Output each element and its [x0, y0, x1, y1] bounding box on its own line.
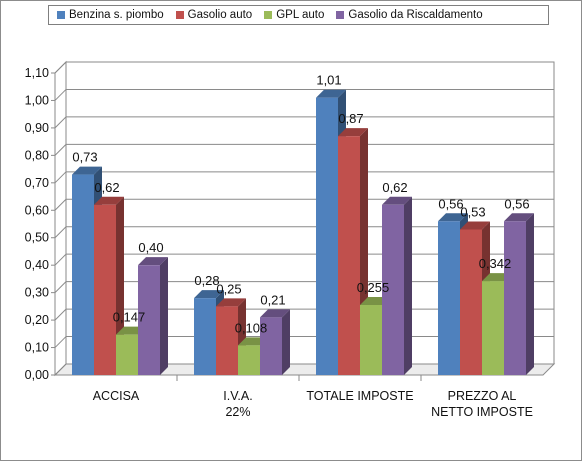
y-tick-label: 0,40	[25, 258, 49, 272]
y-tick-label: 0,90	[25, 121, 49, 135]
data-label: 0,255	[357, 280, 390, 295]
data-label: 0,73	[72, 150, 97, 165]
data-label: 0,56	[438, 196, 463, 211]
legend-label: Gasolio auto	[187, 9, 253, 21]
data-label: 0,25	[216, 281, 241, 296]
x-category-label: PREZZO AL	[448, 389, 517, 403]
data-label: 0,108	[235, 320, 268, 335]
bar	[116, 334, 138, 375]
data-label: 0,87	[338, 111, 363, 126]
bar-top	[72, 166, 102, 175]
plot-side-wall	[54, 60, 67, 377]
gridline-side	[54, 336, 67, 348]
gridline-side	[54, 281, 67, 293]
bar-top	[216, 298, 246, 307]
legend-item: Gasolio da Riscaldamento	[336, 9, 483, 21]
y-tick-label: 0,20	[25, 313, 49, 327]
y-tick-label: 0,50	[25, 231, 49, 245]
bar	[138, 265, 160, 375]
y-tick-label: 0,70	[25, 176, 49, 190]
bar-side	[404, 196, 412, 375]
x-category-label: TOTALE IMPOSTE	[306, 389, 413, 403]
y-tick-label: 1,10	[25, 66, 49, 80]
bar-side	[282, 309, 290, 375]
data-label: 0,40	[138, 240, 163, 255]
bar-top	[338, 128, 368, 137]
bar	[316, 97, 338, 375]
bar	[194, 298, 216, 375]
data-label: 0,62	[382, 180, 407, 195]
y-tick-label: 1,00	[25, 93, 49, 107]
gridline-side	[54, 144, 67, 156]
bar-top	[382, 196, 412, 205]
gridline-side	[54, 171, 67, 184]
legend-swatch	[57, 11, 65, 19]
data-label: 0,28	[194, 273, 219, 288]
legend-item: Gasolio auto	[175, 9, 253, 21]
legend-label: GPL auto	[276, 9, 325, 21]
bar-top	[94, 196, 124, 205]
bar	[360, 304, 382, 375]
chart-legend: Benzina s. piombo Gasolio auto GPL auto Gas…	[48, 5, 549, 25]
x-category-label: NETTO IMPOSTE	[431, 405, 533, 419]
gridline-side	[54, 198, 67, 211]
bar	[460, 229, 482, 375]
bar-top	[316, 89, 346, 98]
bar	[238, 345, 260, 375]
bar	[482, 281, 504, 375]
data-label: 0,62	[94, 180, 119, 195]
legend-item: GPL auto	[264, 9, 324, 21]
bar	[260, 317, 282, 375]
x-category-label: 22%	[225, 405, 250, 419]
data-label: 0,342	[479, 256, 512, 271]
y-tick-label: 0,80	[25, 148, 49, 162]
bar-top	[260, 309, 290, 318]
y-tick-label: 0,30	[25, 286, 49, 300]
legend-label: Gasolio da Riscaldamento	[348, 9, 483, 21]
bar	[216, 306, 238, 375]
bar-top	[504, 213, 534, 222]
bar	[338, 136, 360, 375]
bar	[438, 221, 460, 375]
gridline-side	[54, 226, 67, 239]
x-category-label: I.V.A.	[223, 389, 252, 403]
legend-swatch	[175, 11, 184, 19]
gridline-side	[54, 61, 67, 74]
gridline-side	[54, 116, 67, 129]
gridline-side	[54, 89, 67, 101]
y-tick-label: 0,60	[25, 203, 49, 217]
y-tick-label: 0,10	[25, 341, 49, 355]
data-label: 0,147	[113, 310, 146, 325]
data-label: 0,53	[460, 204, 485, 219]
gridline-side	[54, 253, 67, 266]
bar-side	[160, 257, 168, 375]
data-label: 0,21	[260, 292, 285, 307]
bar-side	[526, 213, 534, 375]
bar-top	[194, 290, 224, 299]
legend-label: Benzina s. piombo	[69, 9, 164, 21]
x-category-label: ACCISA	[93, 389, 140, 403]
gridline-side	[54, 363, 67, 376]
bar	[72, 174, 94, 375]
bar	[504, 221, 526, 375]
gridline-side	[54, 308, 67, 321]
bar-top	[460, 221, 490, 230]
data-label: 1,01	[316, 73, 341, 88]
bar-top	[438, 213, 468, 222]
bar	[94, 204, 116, 375]
legend-swatch	[336, 11, 345, 19]
y-tick-label: 0,00	[25, 368, 49, 382]
bar-top	[138, 257, 168, 266]
bar	[382, 204, 404, 375]
legend-item: Benzina s. piombo	[57, 9, 164, 21]
data-label: 0,56	[504, 196, 529, 211]
legend-swatch	[264, 11, 273, 19]
